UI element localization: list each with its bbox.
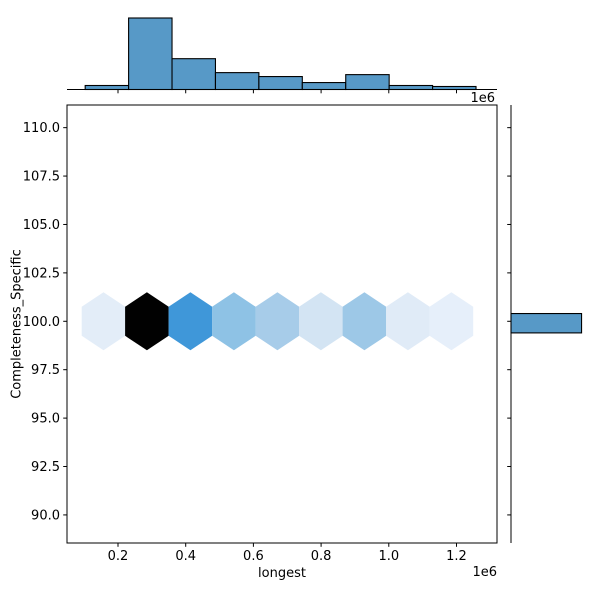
x-tick-label: 0.6 <box>243 549 264 564</box>
top-histogram-bar <box>171 58 217 91</box>
x-tick-label: 0.2 <box>108 549 129 564</box>
y-tick-label: 95.0 <box>31 412 60 427</box>
hexbin-cell <box>125 292 169 351</box>
right-marginal-histogram <box>507 105 583 543</box>
y-tick-label: 107.5 <box>23 170 60 185</box>
x-tick-label: 0.4 <box>175 549 196 564</box>
hexbin-cell <box>255 292 300 351</box>
top-histogram-bar <box>214 72 260 91</box>
y-tick-label: 97.5 <box>31 363 60 378</box>
x-axis-offset-label-top: 1e6 <box>470 91 495 106</box>
main-hexbin-axes: 110.0 107.5 105.0 102.5 100.0 97.5 95.0 92.5 90.… <box>23 104 498 564</box>
x-axis-offset-label-bottom: 1e6 <box>472 565 497 580</box>
hexbin-cells <box>81 292 474 351</box>
right-histogram-bar <box>510 312 583 334</box>
hexbin-cell <box>299 292 343 351</box>
top-marginal-histogram <box>67 17 497 94</box>
top-histogram-bar <box>388 84 434 91</box>
top-histogram-bar <box>301 82 347 91</box>
y-tick-label: 105.0 <box>23 218 60 233</box>
top-histogram-bar <box>345 74 390 91</box>
y-tick-label: 110.0 <box>23 121 60 136</box>
hexbin-cell <box>429 292 474 351</box>
y-tick-label: 102.5 <box>23 266 60 281</box>
y-tick-label: 92.5 <box>31 460 60 475</box>
top-histogram-bar <box>258 76 303 91</box>
main-axes-frame <box>66 104 498 544</box>
x-axis-label: longest <box>258 566 306 581</box>
hexbin-cell <box>386 292 430 351</box>
top-histogram-bar <box>84 84 130 91</box>
y-tick-label: 100.0 <box>23 315 60 330</box>
top-histogram-bar <box>128 17 173 91</box>
x-tick-label: 1.0 <box>378 549 399 564</box>
hexbin-cell <box>81 292 126 351</box>
y-axis-label: Completeness_Specific <box>9 249 25 399</box>
hexbin-cell <box>342 292 387 351</box>
hexbin-cell <box>168 292 213 351</box>
x-tick-label: 1.2 <box>446 549 467 564</box>
hexbin-cell <box>212 292 256 351</box>
y-tick-label: 90.0 <box>31 508 60 523</box>
x-tick-label: 0.8 <box>311 549 332 564</box>
